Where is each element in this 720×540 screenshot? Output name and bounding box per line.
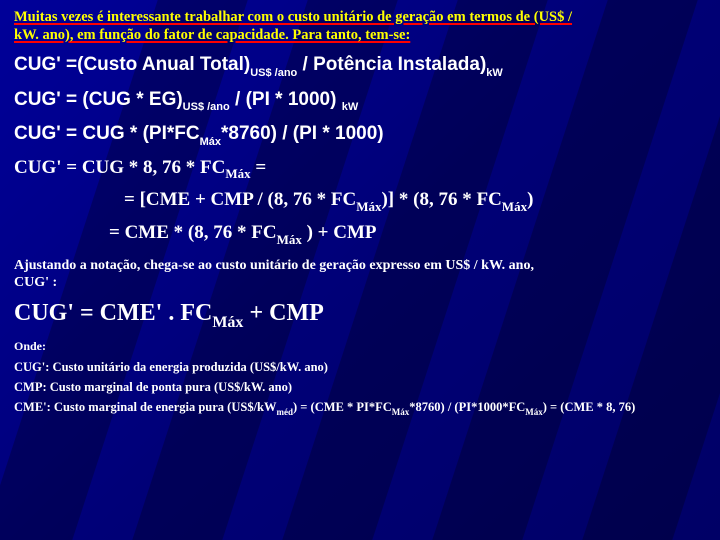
deriv1-a: CUG' = CUG * 8, 76 * FC [14,157,225,178]
eq3-b: *8760) / (PI * 1000) [221,123,384,144]
intro-line1: Muitas vezes é interessante trabalhar co… [14,9,572,25]
eq1-sub2: kW [486,67,503,79]
bigeq-sub1: Máx [212,314,243,331]
eq2-a: CUG' = (CUG * EG) [14,89,183,110]
deriv3-a: = CME * (8, 76 * FC [109,222,277,243]
eq2-b: / (PI * 1000) [230,89,342,110]
def3-sub1: méd [277,407,294,417]
deriv1-sub1: Máx [225,166,250,181]
eq2-sub2: kW [342,101,359,113]
derivation-1: CUG' = CUG * 8, 76 * FCMáx = [14,157,706,182]
def3-sub2: Máx [392,407,410,417]
definition-cmp: CMP: Custo marginal de ponta pura (US$/k… [14,380,706,395]
def3-c: *8760) / (PI*1000*FC [409,400,525,414]
where-label: Onde: [14,339,706,354]
eq3-a: CUG' = CUG * (PI*FC [14,123,200,144]
definition-cme: CME': Custo marginal de energia pura (US… [14,400,706,417]
deriv3-sub1: Máx [277,232,302,247]
equation-2: CUG' = (CUG * EG)US$ /ano / (PI * 1000) … [14,89,706,113]
derivation-2: = [CME + CMP / (8, 76 * FCMáx)] * (8, 76… [14,189,706,214]
deriv1-b: = [251,157,267,178]
intro-text: Muitas vezes é interessante trabalhar co… [14,8,706,44]
bigeq-b: + CMP [243,300,323,326]
note-line2: CUG' : [14,275,57,290]
def3-d: ) = (CME * 8, 76) [543,400,636,414]
deriv2-b: )] * (8, 76 * FC [381,189,501,210]
definition-cug: CUG': Custo unitário da energia produzid… [14,360,706,375]
deriv2-sub2: Máx [502,199,527,214]
eq1-b: / Potência Instalada) [297,54,486,75]
def3-a: CME': Custo marginal de energia pura (US… [14,400,277,414]
eq1-a: CUG' =(Custo Anual Total) [14,54,250,75]
note-line1: Ajustando a notação, chega-se ao custo u… [14,258,534,273]
equation-1: CUG' =(Custo Anual Total)US$ /ano / Potê… [14,54,706,78]
def3-sub3: Máx [525,407,543,417]
deriv2-a: = [CME + CMP / (8, 76 * FC [124,189,356,210]
equation-3: CUG' = CUG * (PI*FCMáx*8760) / (PI * 100… [14,123,706,147]
final-equation: CUG' = CME' . FCMáx + CMP [14,300,706,331]
deriv3-b: ) + CMP [302,222,377,243]
derivation-3: = CME * (8, 76 * FCMáx ) + CMP [14,222,706,247]
deriv2-sub1: Máx [356,199,381,214]
def3-b: ) = (CME * PI*FC [293,400,392,414]
deriv2-c: ) [527,189,533,210]
intro-line2: kW. ano), em função do fator de capacida… [14,27,410,43]
bigeq-a: CUG' = CME' . FC [14,300,212,326]
eq3-sub1: Máx [200,136,221,148]
note-text: Ajustando a notação, chega-se ao custo u… [14,257,706,292]
slide-content: Muitas vezes é interessante trabalhar co… [0,0,720,430]
eq2-sub1: US$ /ano [183,101,230,113]
eq1-sub1: US$ /ano [250,67,297,79]
